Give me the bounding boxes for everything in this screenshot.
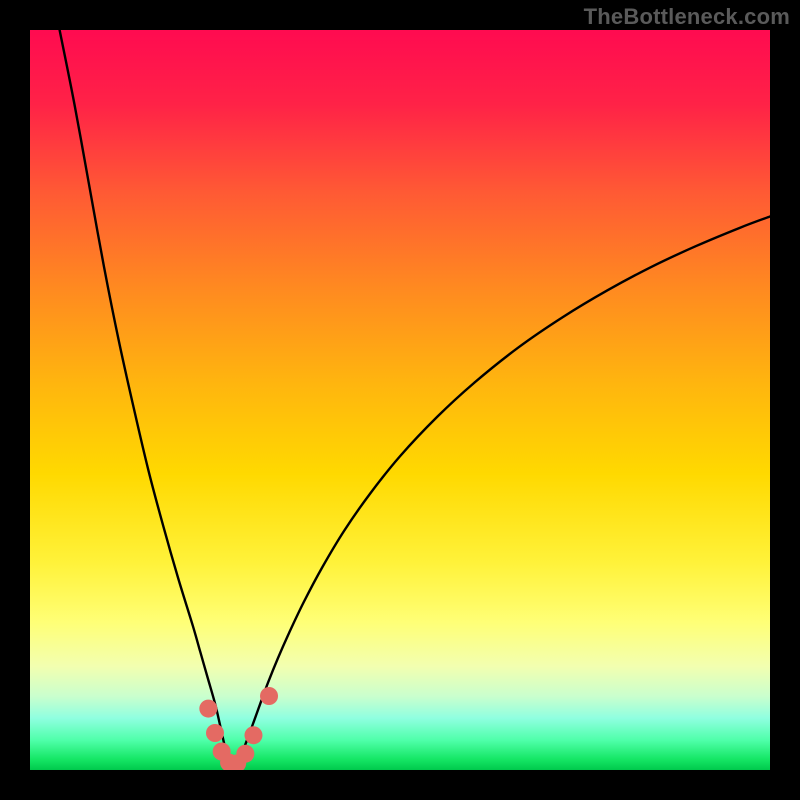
bottleneck-chart xyxy=(0,0,800,800)
chart-frame: TheBottleneck.com xyxy=(0,0,800,800)
marker-point xyxy=(236,745,254,763)
plot-background xyxy=(30,30,770,770)
marker-point xyxy=(199,700,217,718)
marker-point xyxy=(244,726,262,744)
marker-point xyxy=(260,687,278,705)
marker-point xyxy=(206,724,224,742)
watermark-text: TheBottleneck.com xyxy=(584,4,790,30)
